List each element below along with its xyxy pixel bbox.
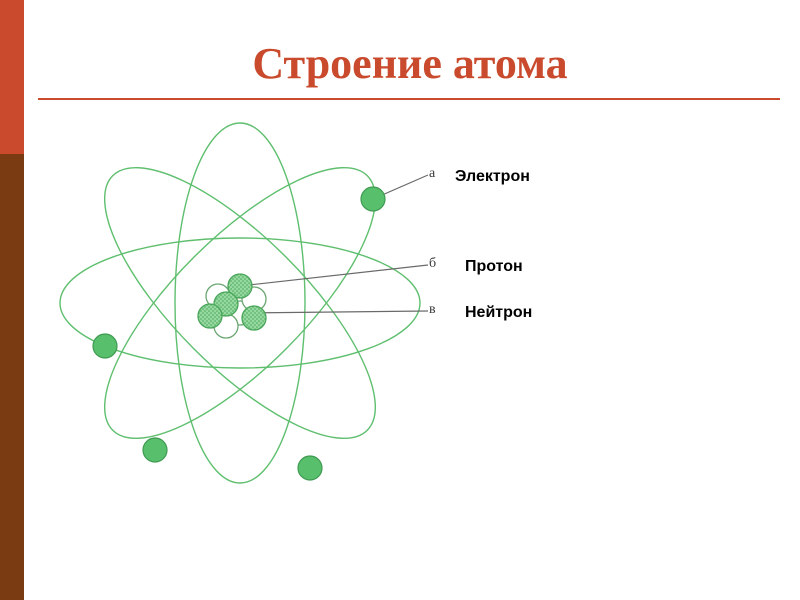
label-proton: Протон [465, 258, 523, 276]
page-title: Строение атома [40, 38, 780, 89]
marker-a: а [429, 166, 435, 182]
atom-svg [40, 118, 440, 488]
accent-bar [0, 0, 24, 600]
atom-diagram [40, 118, 440, 488]
marker-b: б [429, 256, 436, 272]
accent-bar-top [0, 0, 24, 154]
electron [298, 456, 322, 480]
proton [242, 306, 266, 330]
leader-line [240, 265, 428, 286]
label-electron: Электрон [455, 168, 530, 186]
electron [143, 438, 167, 462]
proton [198, 304, 222, 328]
marker-v: в [429, 302, 436, 318]
title-underline [38, 98, 780, 100]
label-neutron: Нейтрон [465, 304, 532, 322]
slide: Строение атома а б в Электрон Протон Ней… [0, 0, 800, 600]
electron [361, 187, 385, 211]
accent-bar-bottom [0, 154, 24, 600]
electron [93, 334, 117, 358]
